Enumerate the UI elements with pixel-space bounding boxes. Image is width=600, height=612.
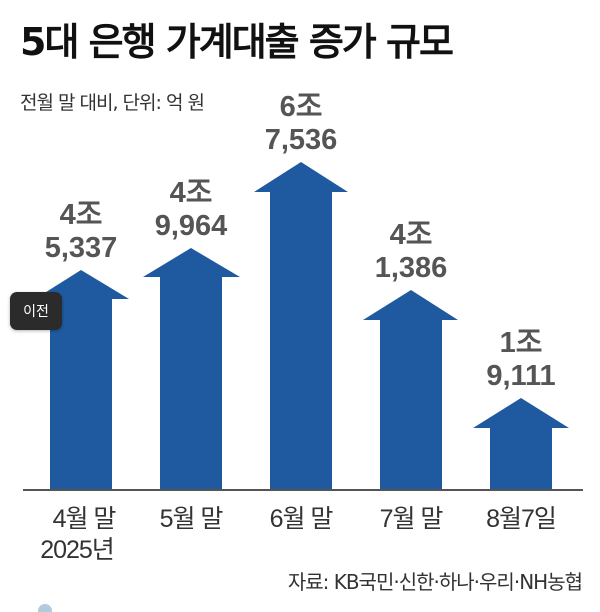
bar-arrow-july: 4조 1,386 7월 말 [363, 219, 458, 533]
value-label-trillion: 1조 [500, 327, 543, 359]
value-label-trillion: 6조 [280, 91, 323, 123]
value-label-trillion: 4조 [60, 199, 103, 231]
value-label-hundred-million: 1,386 [375, 252, 448, 284]
chart-title: 5대 은행 가계대출 증가 규모 [20, 20, 454, 64]
category-label: 4월 말 [53, 505, 117, 533]
bar-arrow-june: 6조 7,536 6월 말 [254, 91, 348, 533]
value-label-hundred-million: 9,111 [486, 360, 555, 392]
source-note: 자료: KB국민·신한·하나·우리·NH농협 [287, 570, 583, 594]
category-label: 7월 말 [380, 505, 444, 533]
category-label: 5월 말 [160, 505, 224, 533]
up-arrow-icon [473, 398, 569, 490]
category-year-label: 2025년 [40, 536, 114, 564]
value-label-hundred-million: 9,964 [155, 210, 228, 242]
value-label-hundred-million: 5,337 [45, 232, 118, 264]
up-arrow-icon [254, 162, 348, 490]
partial-circle-icon [38, 604, 52, 612]
category-label: 8월7일 [486, 505, 556, 533]
previous-tooltip-button[interactable]: 이전 [10, 292, 62, 330]
bar-arrow-april: 4조 5,337 4월 말 2025년 [35, 199, 129, 564]
bar-arrow-may: 4조 9,964 5월 말 [143, 177, 240, 533]
chart-subtitle: 전월 말 대비, 단위: 억 원 [20, 92, 205, 114]
value-label-hundred-million: 7,536 [265, 124, 338, 156]
up-arrow-icon [143, 248, 240, 490]
value-label-trillion: 4조 [390, 219, 433, 251]
category-label: 6월 말 [270, 505, 334, 533]
up-arrow-icon [363, 290, 458, 490]
value-label-trillion: 4조 [170, 177, 213, 209]
bar-arrow-august: 1조 9,111 8월7일 [473, 327, 569, 533]
